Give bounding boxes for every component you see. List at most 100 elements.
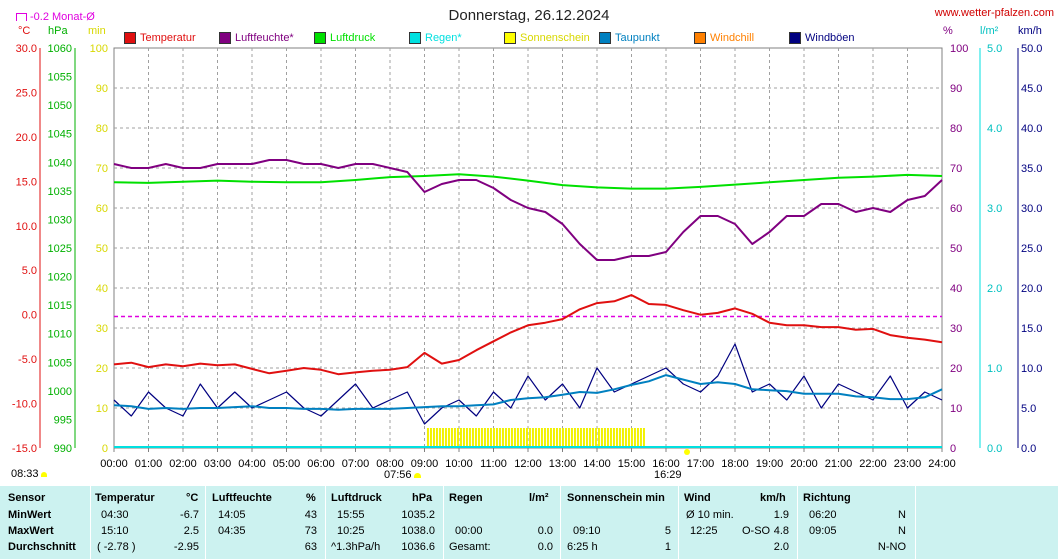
wind-gust-series [113, 343, 943, 425]
legend-windchill: Windchill [694, 31, 754, 45]
humidity-axis-tick: 70 [950, 163, 962, 175]
sunrise-icon [414, 473, 421, 478]
legend-luftdruck: Luftdruck [314, 31, 375, 45]
temp-axis-tick: 0.0 [22, 310, 37, 322]
x-tick-label: 14:00 [583, 458, 611, 470]
legend-swatch [124, 32, 136, 44]
legend-label: Sonnenschein [520, 32, 590, 44]
legend-sonnenschein: Sonnenschein [504, 31, 590, 45]
temp-axis-tick: 30.0 [16, 43, 37, 55]
chart-title: Donnerstag, 26.12.2024 [448, 7, 610, 24]
legend-label: Temperatur [140, 32, 196, 44]
day-length-sun-icon [41, 472, 47, 477]
stats-divider [560, 486, 561, 559]
x-tick-label: 06:00 [307, 458, 335, 470]
stats-cell: 63 [304, 541, 317, 553]
stats-cell: N-NO [877, 541, 906, 553]
x-tick-label: 20:00 [790, 458, 818, 470]
pressure-axis-tick: 1040 [48, 157, 72, 169]
stats-cell: N [898, 525, 906, 537]
pressure-axis-tick: 1020 [48, 272, 72, 284]
sunshine-axis-tick: 70 [96, 163, 108, 175]
stats-divider [443, 486, 444, 559]
stats-cell: 04:30 [101, 509, 129, 521]
legend-label: Windböen [805, 32, 855, 44]
x-tick-label: 16:00 [652, 458, 680, 470]
stats-header-sonnenschein: Sonnenschein min [567, 492, 665, 504]
temp-axis-tick: -5.0 [18, 354, 37, 366]
stats-cell: 0.0 [537, 525, 553, 537]
legend-swatch [694, 32, 706, 44]
wind-axis-tick: 45.0 [1021, 83, 1042, 95]
stats-divider [797, 486, 798, 559]
legend-temperatur: Temperatur [124, 31, 196, 45]
wind-axis-tick: 35.0 [1021, 163, 1042, 175]
rain-axis-tick: 0.0 [987, 443, 1002, 455]
legend-taupunkt: Taupunkt [599, 31, 660, 45]
stats-cell: 1038.0 [401, 525, 435, 537]
stats-cell: N [898, 509, 906, 521]
legend-label: Luftdruck [330, 32, 376, 44]
pressure-axis-tick: 1005 [48, 357, 72, 369]
humidity-axis-tick: 20 [950, 363, 962, 375]
pressure-axis-tick: 1045 [48, 129, 72, 141]
x-tick-label: 22:00 [859, 458, 887, 470]
sunshine-axis-tick: 30 [96, 323, 108, 335]
temp-axis-tick: 5.0 [22, 265, 37, 277]
stats-cell: 0.0 [537, 541, 553, 553]
sunrise-label: 07:56 [384, 469, 412, 481]
stats-cell: -6.7 [180, 509, 199, 521]
stats-cell: 09:05 [809, 525, 837, 537]
sunshine-axis-tick: 90 [96, 83, 108, 95]
humidity-series [113, 159, 943, 261]
x-tick-label: 19:00 [756, 458, 784, 470]
wind-axis-tick: 25.0 [1021, 243, 1042, 255]
stats-header-temperatur: Temperatur [95, 492, 155, 504]
pressure-axis-tick: 1060 [48, 43, 72, 55]
unit-pressure: hPa [48, 25, 68, 37]
temperature-series [113, 294, 943, 376]
sunshine-axis-tick: 100 [90, 43, 108, 55]
sunshine-axis-tick: 0 [102, 443, 108, 455]
stats-cell: 2.0 [773, 541, 789, 553]
stats-cell: 04:35 [218, 525, 246, 537]
pressure-axis-tick: 1000 [48, 386, 72, 398]
stats-cell: 10:25 [337, 525, 365, 537]
stats-header-luftdruck-unit: hPa [412, 492, 433, 504]
sunshine-axis-tick: 20 [96, 363, 108, 375]
x-tick-label: 04:00 [238, 458, 266, 470]
monthly-avg-marker: -0.2 Monat-Ø [16, 11, 95, 23]
humidity-axis-tick: 30 [950, 323, 962, 335]
stats-divider [678, 486, 679, 559]
stats-cell: 6:25 h [567, 541, 598, 553]
stats-cell: 06:20 [809, 509, 837, 521]
source-link[interactable]: www.wetter-pfalzen.com [934, 7, 1054, 19]
stats-cell: 5 [664, 525, 671, 537]
legend-windboeen: Windböen [789, 31, 855, 45]
humidity-axis-tick: 10 [950, 403, 962, 415]
rain-axis-tick: 1.0 [987, 363, 1002, 375]
rain-axis-tick: 2.0 [987, 283, 1002, 295]
x-tick-label: 23:00 [894, 458, 922, 470]
legend-swatch [219, 32, 231, 44]
stats-header-wind-unit: km/h [760, 492, 786, 504]
monthly-avg-marker-label: -0.2 Monat-Ø [30, 11, 95, 23]
pressure-axis-tick: 1030 [48, 214, 72, 226]
humidity-axis-tick: 60 [950, 203, 962, 215]
pressure-axis-tick: 1035 [48, 186, 72, 198]
humidity-axis-tick: 100 [950, 43, 968, 55]
stats-header-regen: Regen [449, 492, 483, 504]
stats-cell: 09:10 [573, 525, 601, 537]
pressure-axis-tick: 1010 [48, 329, 72, 341]
stats-row-label: MaxWert [8, 525, 54, 537]
stats-cell: ( -2.78 ) [97, 541, 136, 553]
temp-axis-tick: -10.0 [12, 399, 37, 411]
stats-cell: -2.95 [173, 541, 199, 553]
x-tick-label: 09:00 [411, 458, 439, 470]
pressure-axis-tick: 995 [54, 414, 72, 426]
legend-swatch [789, 32, 801, 44]
stats-cell: O-SO [742, 525, 771, 537]
legend-label: Windchill [710, 32, 755, 44]
x-tick-label: 11:00 [480, 458, 507, 470]
stats-cell: 15:55 [337, 509, 365, 521]
